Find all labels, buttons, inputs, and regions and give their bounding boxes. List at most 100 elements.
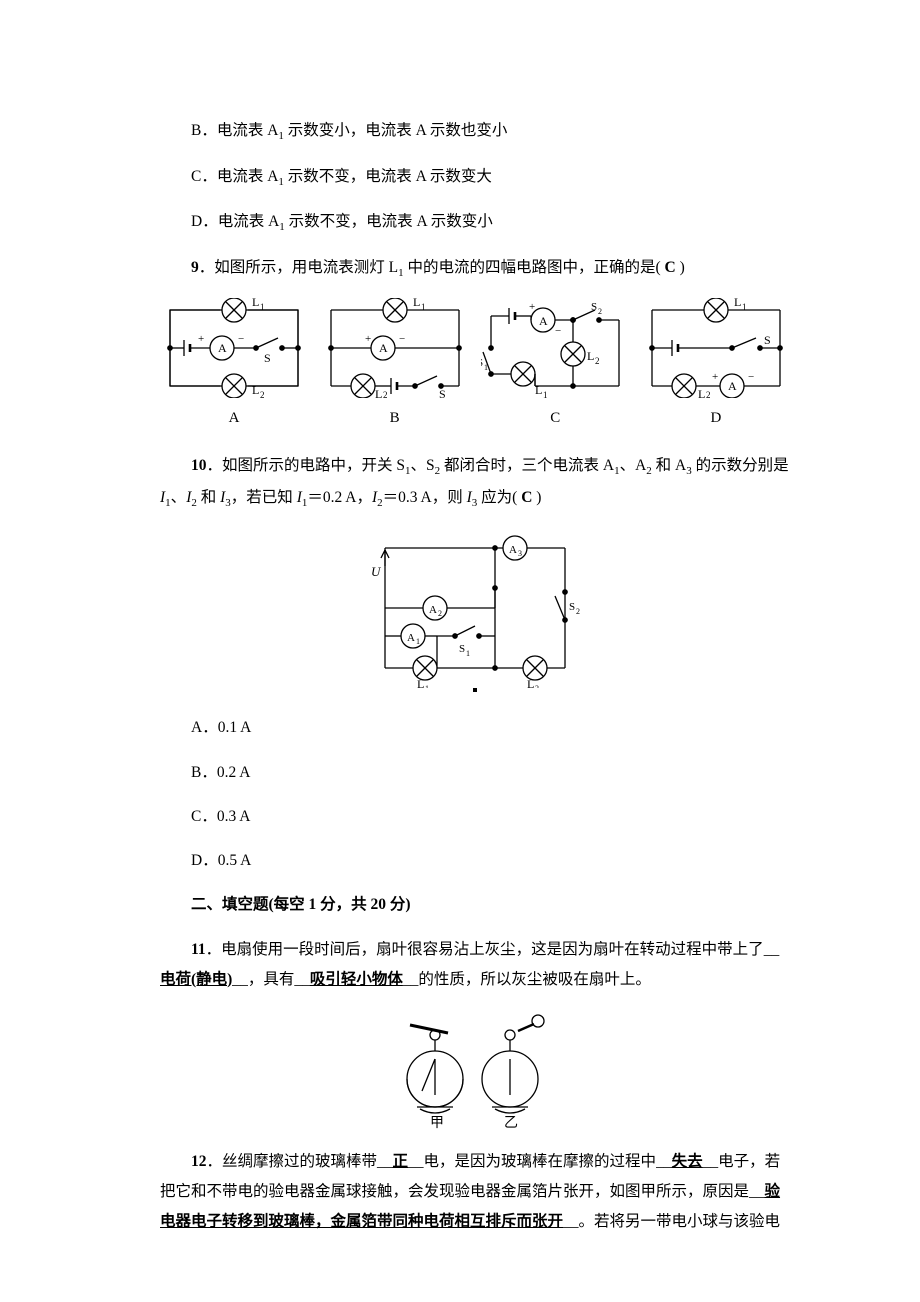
svg-text:1: 1: [425, 684, 429, 688]
q12-blank1: 正: [393, 1153, 409, 1170]
q12-blank2: 失去: [672, 1153, 703, 1170]
q10-opt-d: D．0.5 A: [160, 846, 790, 876]
svg-text:+: +: [712, 371, 718, 383]
svg-text:2: 2: [260, 390, 265, 398]
q10-answer: C: [521, 489, 532, 506]
q9-number: 9: [191, 259, 199, 276]
svg-text:A: A: [509, 544, 517, 556]
svg-text:−: −: [399, 333, 405, 345]
q9-stem: 9．如图所示，用电流表测灯 L1 中的电流的四幅电路图中，正确的是( C ): [160, 253, 790, 285]
svg-text:L: L: [734, 298, 741, 309]
q11-electroscopes: 甲 乙: [390, 1009, 560, 1129]
svg-text:+: +: [198, 333, 204, 345]
svg-text:L: L: [375, 387, 382, 398]
q10-opt-a-val: 0.1 A: [218, 719, 252, 736]
svg-text:S: S: [569, 601, 575, 613]
q9-label-a: A: [229, 404, 240, 433]
q9-circuit-a: L1 L2 A +− S: [160, 298, 308, 398]
svg-text:L: L: [252, 383, 259, 397]
q9-fig-c: A +− L2 L1 S1 S2 C: [481, 298, 629, 433]
q12-t2: 电，是因为玻璃棒在摩擦的过程中: [424, 1153, 657, 1170]
svg-text:−: −: [555, 325, 561, 337]
svg-text:S: S: [591, 301, 597, 313]
svg-text:2: 2: [535, 684, 539, 688]
center-dot-icon: [473, 688, 477, 692]
q11-blank2: 吸引轻小物体: [310, 971, 403, 988]
svg-text:1: 1: [466, 649, 470, 658]
svg-text:1: 1: [260, 302, 265, 312]
svg-text:L: L: [417, 677, 424, 688]
svg-text:2: 2: [438, 609, 442, 618]
svg-text:2: 2: [595, 356, 600, 366]
svg-text:+: +: [365, 333, 371, 345]
svg-text:−: −: [748, 371, 754, 383]
q10-opt-b-val: 0.2 A: [217, 764, 251, 781]
q9-fig-d: L1 L2 A +− S D: [642, 298, 790, 433]
opt-b: B．电流表 A1 示数变小，电流表 A 示数也变小: [160, 116, 790, 148]
q10-stem: 10．如图所示的电路中，开关 S1、S2 都闭合时，三个电流表 A1、A2 和 …: [160, 451, 790, 514]
svg-text:2: 2: [576, 607, 580, 616]
svg-text:3: 3: [518, 549, 522, 558]
svg-text:S: S: [459, 643, 465, 655]
q12-number: 12: [191, 1153, 207, 1170]
svg-text:L: L: [252, 298, 259, 309]
q11-blank1: 电荷(静电): [160, 971, 232, 988]
svg-text:A: A: [407, 632, 415, 644]
q11-t3: 的性质，所以灰尘被吸在扇叶上。: [418, 971, 651, 988]
q9-fig-a: L1 L2 A +− S A: [160, 298, 308, 433]
svg-text:1: 1: [742, 302, 747, 312]
q10-number: 10: [191, 457, 207, 474]
q11-number: 11: [191, 941, 206, 958]
q9-fig-b: L1 L2 A +− S B: [321, 298, 469, 433]
q10-opt-d-val: 0.5 A: [218, 852, 252, 869]
q10-circuit: U A3 A2 A1 S1 S2 L1 L2: [365, 528, 585, 688]
svg-text:+: +: [529, 301, 535, 313]
svg-text:L: L: [698, 387, 705, 398]
svg-text:L: L: [413, 298, 420, 309]
svg-text:A: A: [539, 314, 548, 328]
svg-text:S: S: [264, 351, 271, 365]
q9-label-b: B: [390, 404, 400, 433]
q9-label-d: D: [711, 404, 722, 433]
opt-d: D．电流表 A1 示数不变，电流表 A 示数变小: [160, 207, 790, 239]
svg-text:L: L: [587, 349, 594, 363]
q9-circuit-c: A +− L2 L1 S1 S2: [481, 298, 629, 398]
svg-text:2: 2: [383, 390, 388, 398]
svg-text:S: S: [764, 333, 771, 347]
svg-text:U: U: [371, 564, 382, 579]
q12-t4: 。若将另一带电小球与该验电: [579, 1213, 781, 1230]
svg-text:1: 1: [543, 390, 548, 398]
q10-opt-c: C．0.3 A: [160, 802, 790, 832]
svg-text:−: −: [238, 333, 244, 345]
page-root: B．电流表 A1 示数变小，电流表 A 示数也变小 C．电流表 A1 示数不变，…: [0, 0, 920, 1298]
q11-figure: 甲 乙: [160, 1009, 790, 1129]
q12: 12．丝绸摩擦过的玻璃棒带__正__电，是因为玻璃棒在摩擦的过程中__失去__电…: [160, 1147, 790, 1238]
svg-text:1: 1: [421, 302, 426, 312]
q9-circuit-b: L1 L2 A +− S: [321, 298, 469, 398]
q10-figure: U A3 A2 A1 S1 S2 L1 L2: [160, 528, 790, 695]
svg-text:S: S: [481, 357, 483, 369]
svg-text:2: 2: [598, 307, 602, 316]
svg-text:A: A: [728, 379, 737, 393]
q10-opt-a: A．0.1 A: [160, 713, 790, 743]
q9-circuit-d: L1 L2 A +− S: [642, 298, 790, 398]
svg-text:A: A: [218, 341, 227, 355]
q11-t2: ，具有: [248, 971, 295, 988]
svg-text:L: L: [535, 383, 542, 397]
svg-text:A: A: [379, 341, 388, 355]
q9-label-c: C: [550, 404, 560, 433]
svg-text:1: 1: [484, 363, 488, 372]
q11-label-left: 甲: [430, 1116, 444, 1129]
q10-opt-c-val: 0.3 A: [217, 808, 251, 825]
q11-t1: 电扇使用一段时间后，扇叶很容易沾上灰尘，这是因为扇叶在转动过程中带上了: [221, 941, 764, 958]
svg-text:2: 2: [706, 390, 711, 398]
q11: 11．电扇使用一段时间后，扇叶很容易沾上灰尘，这是因为扇叶在转动过程中带上了__…: [160, 935, 790, 995]
svg-text:1: 1: [416, 637, 420, 646]
q9-figures: L1 L2 A +− S A: [160, 298, 790, 433]
q11-label-right: 乙: [504, 1115, 518, 1129]
q12-t1: 丝绸摩擦过的玻璃棒带: [222, 1153, 377, 1170]
svg-text:L: L: [527, 677, 534, 688]
q10-opt-b: B．0.2 A: [160, 758, 790, 788]
opt-c: C．电流表 A1 示数不变，电流表 A 示数变大: [160, 162, 790, 194]
svg-text:S: S: [439, 387, 446, 398]
